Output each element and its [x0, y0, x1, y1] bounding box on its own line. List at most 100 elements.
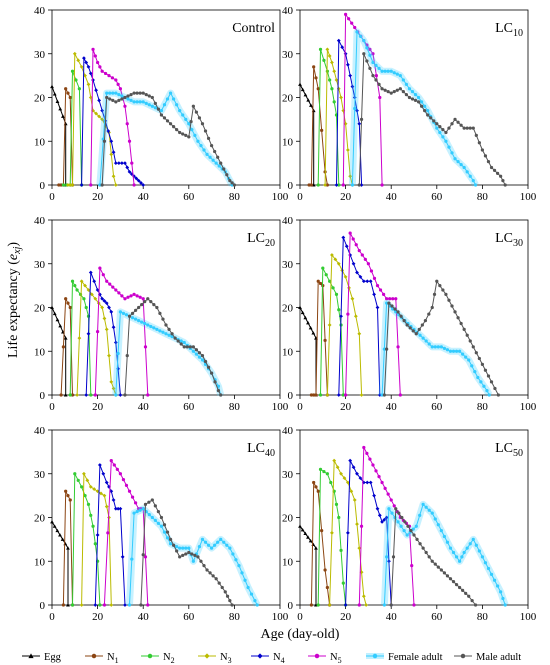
data-point-n4	[84, 60, 89, 65]
data-point-n3	[330, 253, 334, 257]
data-point-n4	[88, 270, 93, 275]
data-point-egg	[58, 106, 63, 111]
data-point-female	[501, 596, 505, 601]
data-point-male	[217, 581, 221, 585]
data-point-n4	[104, 480, 109, 485]
x-tick-label: 40	[386, 401, 398, 413]
data-point-male	[461, 588, 465, 593]
data-point-n5	[385, 297, 389, 301]
data-point-n1	[70, 393, 75, 397]
data-point-female	[503, 603, 507, 607]
data-point-male	[408, 326, 412, 330]
panel-title: LC10	[495, 21, 523, 39]
x-tick-label: 60	[431, 191, 443, 203]
data-point-female	[404, 82, 409, 86]
series-n3	[75, 279, 118, 397]
data-point-n2	[318, 467, 323, 471]
data-point-n3	[357, 331, 362, 336]
x-tick-label: 0	[297, 611, 303, 623]
data-point-n2	[337, 515, 341, 520]
data-point-n2	[98, 603, 102, 607]
x-tick-label: 60	[183, 401, 195, 413]
y-axis-title-var: e	[6, 254, 21, 260]
series-female	[96, 89, 236, 187]
data-point-male	[197, 351, 202, 355]
data-point-n2	[70, 69, 75, 73]
data-point-female	[419, 100, 424, 104]
data-point-male	[419, 104, 424, 108]
data-point-female	[197, 355, 202, 359]
data-point-female	[470, 364, 474, 368]
data-point-male	[230, 603, 234, 607]
data-point-male	[435, 122, 439, 126]
data-point-male	[451, 580, 456, 584]
data-point-female	[395, 72, 399, 76]
y-tick-label: 10	[282, 346, 294, 358]
series-line-male	[101, 92, 235, 186]
data-point-n4	[350, 84, 355, 89]
data-point-n4	[113, 506, 118, 511]
data-point-male	[225, 173, 229, 177]
data-point-male	[196, 555, 200, 559]
data-point-egg	[66, 603, 70, 607]
data-point-female	[414, 524, 418, 528]
data-point-n5	[141, 297, 145, 301]
data-point-male	[194, 348, 199, 352]
data-point-female	[362, 39, 366, 43]
data-point-male	[199, 559, 203, 563]
data-point-n5	[105, 279, 109, 283]
data-point-female	[462, 165, 466, 170]
data-point-male	[409, 529, 413, 533]
x-tick-label: 40	[386, 611, 398, 623]
data-point-n2	[329, 480, 333, 485]
data-point-male	[423, 109, 427, 113]
data-point-n1	[320, 529, 324, 533]
data-point-male	[464, 591, 468, 595]
legend-item-male: Male adult	[454, 652, 521, 663]
data-point-n3	[109, 379, 114, 384]
data-point-n3	[111, 386, 116, 391]
data-point-n3	[70, 183, 75, 187]
data-point-female	[471, 537, 475, 541]
data-point-male	[382, 393, 386, 397]
data-point-male	[105, 95, 109, 100]
data-point-female	[450, 151, 454, 155]
data-point-male	[371, 74, 375, 78]
data-point-female	[421, 502, 425, 506]
data-point-n4	[82, 56, 86, 61]
data-point-egg	[300, 310, 305, 315]
data-point-n4	[97, 98, 102, 103]
data-point-female	[216, 384, 221, 388]
data-point-female	[120, 94, 124, 98]
data-point-male	[430, 305, 434, 310]
data-point-egg	[52, 524, 57, 528]
data-point-n1	[314, 393, 318, 397]
data-point-n3	[350, 296, 355, 301]
data-point-n4	[343, 51, 348, 56]
data-point-male	[456, 120, 460, 124]
series-line-male	[358, 53, 506, 186]
data-point-male	[200, 354, 205, 358]
legend-label: N5	[330, 652, 342, 665]
data-point-egg	[314, 546, 318, 550]
data-point-n2	[83, 494, 87, 498]
legend-label-sub: 1	[115, 656, 119, 665]
y-axis-title: Life expectancy (exj)	[6, 242, 23, 358]
data-point-male	[390, 304, 394, 308]
data-point-n5	[110, 76, 115, 80]
data-point-female	[407, 87, 412, 91]
data-point-n2	[78, 292, 83, 296]
data-point-n4	[334, 183, 339, 187]
data-point-n2	[76, 478, 80, 482]
data-point-male	[206, 136, 211, 140]
data-point-egg	[58, 323, 63, 328]
data-point-male	[480, 362, 485, 366]
data-point-male	[471, 345, 475, 349]
data-point-female	[474, 543, 478, 547]
data-point-n4	[97, 463, 102, 467]
data-point-n5	[109, 459, 113, 463]
data-point-n4	[380, 519, 384, 524]
data-point-male	[200, 122, 205, 126]
data-point-male	[411, 329, 415, 333]
